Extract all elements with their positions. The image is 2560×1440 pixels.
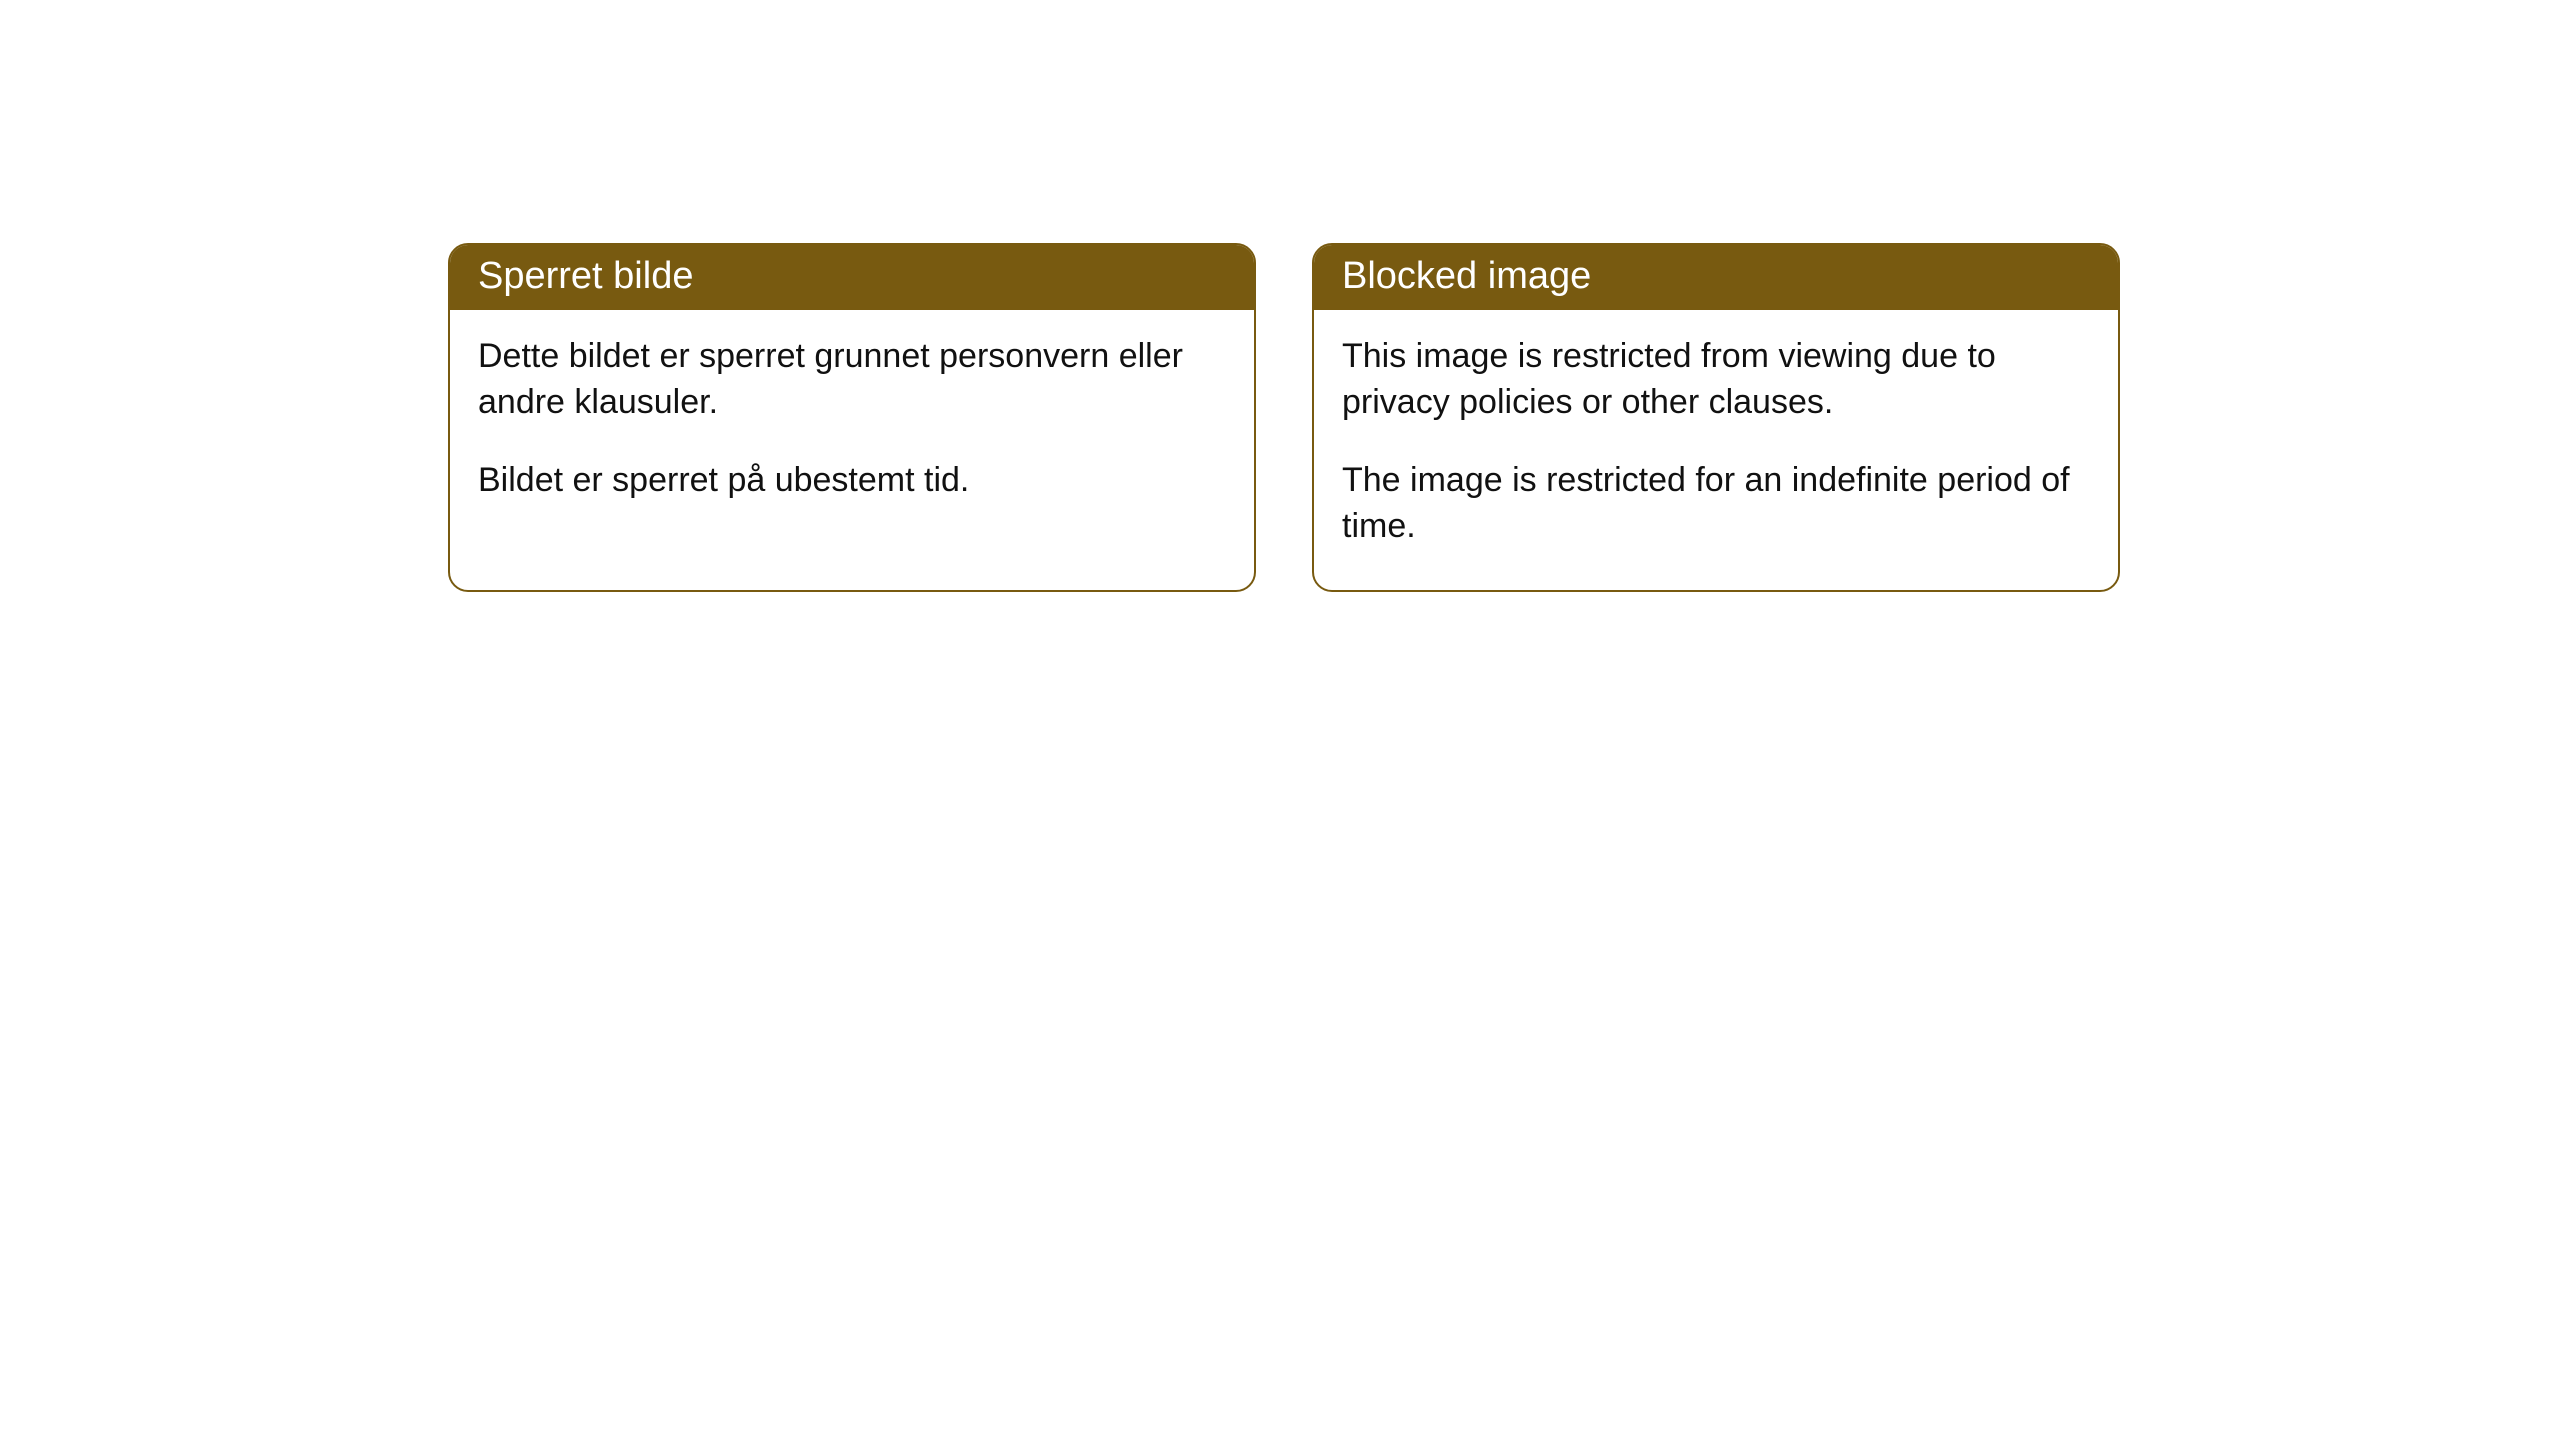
card-body: Dette bildet er sperret grunnet personve…	[450, 310, 1254, 544]
notice-container: Sperret bilde Dette bildet er sperret gr…	[0, 0, 2560, 592]
card-paragraph: Dette bildet er sperret grunnet personve…	[478, 334, 1226, 426]
blocked-image-card-english: Blocked image This image is restricted f…	[1312, 243, 2120, 592]
card-paragraph: This image is restricted from viewing du…	[1342, 334, 2090, 426]
card-header: Blocked image	[1314, 245, 2118, 310]
card-paragraph: Bildet er sperret på ubestemt tid.	[478, 458, 1226, 504]
blocked-image-card-norwegian: Sperret bilde Dette bildet er sperret gr…	[448, 243, 1256, 592]
card-body: This image is restricted from viewing du…	[1314, 310, 2118, 590]
card-header: Sperret bilde	[450, 245, 1254, 310]
card-paragraph: The image is restricted for an indefinit…	[1342, 458, 2090, 550]
